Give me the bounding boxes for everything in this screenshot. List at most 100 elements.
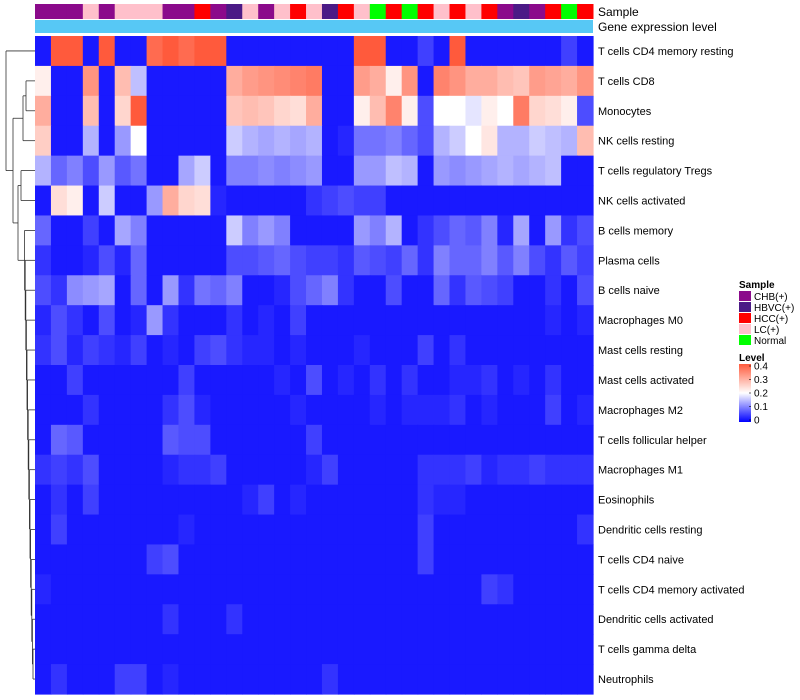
heatmap-cell	[561, 215, 578, 246]
heatmap-cell	[82, 185, 100, 217]
legend-sample-title: Sample	[739, 280, 775, 291]
heatmap-cell	[82, 574, 100, 605]
row-labels: T cells CD4 memory resting T cells CD8 Mon…	[598, 46, 745, 686]
heatmap-cell	[210, 275, 227, 306]
sample-annotation-cell	[306, 4, 323, 19]
heatmap-cell	[98, 604, 116, 635]
heatmap-cell	[35, 65, 52, 97]
row-label: T cells CD4 naive	[598, 554, 684, 566]
heatmap-cell	[513, 65, 530, 97]
heatmap-cell	[401, 604, 419, 635]
row-label: NK cells activated	[598, 196, 685, 208]
heatmap-cell	[226, 424, 243, 456]
heatmap-cell	[513, 664, 530, 695]
heatmap-cell	[513, 275, 530, 306]
heatmap-cell	[242, 424, 259, 456]
heatmap-cell	[545, 305, 562, 336]
heatmap-cell	[401, 634, 419, 665]
heatmap-cell	[114, 125, 132, 157]
heatmap-cell	[226, 215, 243, 246]
heatmap-cell	[82, 424, 100, 456]
heatmap-cell	[210, 604, 227, 635]
heatmap-cell	[369, 36, 387, 67]
heatmap-cell	[561, 36, 578, 67]
heatmap-cell	[481, 185, 498, 217]
heatmap-cell	[66, 484, 84, 516]
legend-swatch	[739, 313, 751, 323]
heatmap-cell	[401, 95, 419, 127]
heatmap-cell	[162, 125, 180, 157]
heatmap-cell	[178, 365, 196, 396]
heatmap-cell	[178, 36, 196, 67]
heatmap-cell	[226, 634, 243, 665]
heatmap-cell	[513, 394, 530, 426]
heatmap-cell	[194, 185, 211, 217]
heatmap-cell	[210, 544, 227, 575]
heatmap-cell	[194, 215, 211, 246]
heatmap-cell	[162, 514, 180, 546]
heatmap-cell	[114, 365, 132, 396]
heatmap-cell	[545, 574, 562, 605]
heatmap-cell	[337, 305, 355, 336]
heatmap-cell	[98, 544, 116, 575]
heatmap-cell	[417, 544, 435, 575]
row-label: NK cells resting	[598, 136, 674, 148]
heatmap-cell	[178, 125, 196, 157]
heatmap-cell	[401, 484, 419, 516]
heatmap-cell	[226, 125, 243, 157]
heatmap-cell	[353, 65, 371, 97]
heatmap-cell	[353, 36, 371, 67]
heatmap-cell	[66, 365, 84, 396]
heatmap-cell	[545, 155, 562, 187]
heatmap-cell	[497, 185, 514, 217]
heatmap-cell	[481, 394, 498, 426]
heatmap-cell	[82, 454, 100, 486]
heatmap-cell	[178, 305, 196, 336]
heatmap-cell	[401, 574, 419, 605]
heatmap-cell	[130, 574, 148, 605]
heatmap-cell	[449, 424, 467, 456]
heatmap-cell	[545, 604, 562, 635]
heatmap-cell	[194, 36, 211, 67]
heatmap-cell	[146, 305, 164, 336]
heatmap-cell	[353, 394, 371, 426]
heatmap-cell	[465, 36, 482, 67]
heatmap-cell	[401, 36, 419, 67]
heatmap-cell	[194, 155, 211, 187]
heatmap-cell	[242, 544, 259, 575]
heatmap-cell	[465, 65, 482, 97]
heatmap-cell	[321, 365, 339, 396]
heatmap-cell	[529, 305, 546, 336]
heatmap-cell	[385, 454, 403, 486]
heatmap-cell	[66, 664, 84, 695]
heatmap-cell	[82, 335, 100, 366]
heatmap-cell	[529, 185, 546, 217]
heatmap-cell	[385, 365, 403, 396]
sample-annotation-cell	[114, 4, 132, 19]
heatmap-cell	[274, 65, 291, 97]
heatmap-cell	[50, 275, 68, 306]
heatmap-cell	[337, 95, 355, 127]
heatmap-cell	[50, 574, 68, 605]
heatmap-cell	[82, 544, 100, 575]
heatmap-cell	[529, 365, 546, 396]
heatmap-cell	[369, 365, 387, 396]
heatmap-cell	[497, 65, 514, 97]
heatmap-cell	[353, 335, 371, 366]
heatmap-cell	[50, 454, 68, 486]
heatmap-cell	[146, 454, 164, 486]
heatmap-cell	[337, 215, 355, 246]
heatmap-cell	[545, 335, 562, 366]
heatmap-cell	[465, 544, 482, 575]
heatmap-cell	[497, 634, 514, 665]
heatmap-cell	[290, 155, 307, 187]
heatmap-cell	[290, 514, 307, 546]
heatmap-cell	[497, 394, 514, 426]
heatmap-cell	[337, 275, 355, 306]
heatmap-cell	[577, 634, 594, 665]
heatmap-cell	[242, 574, 259, 605]
sample-annotation-cell	[385, 4, 403, 19]
heatmap-cell	[306, 36, 323, 67]
heatmap-cell	[98, 215, 116, 246]
